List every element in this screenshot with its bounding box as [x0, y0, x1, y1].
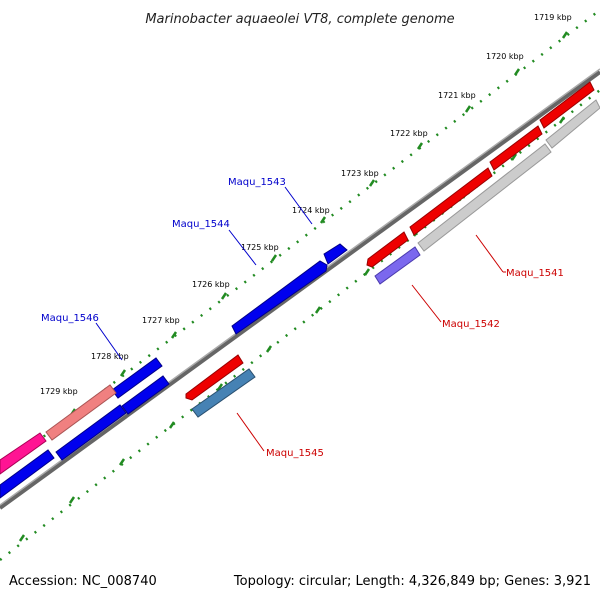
tick-label: 1729 kbp	[40, 387, 78, 396]
tick-label: 1726 kbp	[192, 280, 230, 289]
gene-callouts	[95, 186, 506, 452]
gene-label-maqu-1545[interactable]: Maqu_1545	[266, 448, 324, 459]
gene-arrow	[0, 432, 47, 475]
tick-label: 1720 kbp	[486, 52, 524, 61]
gene-arrow	[489, 125, 543, 171]
gene-arrow	[323, 243, 348, 265]
tick-labels: 1719 kbp 1720 kbp 1721 kbp 1722 kbp 1723…	[40, 13, 572, 396]
tick-label: 1719 kbp	[534, 13, 572, 22]
gene-arrow	[374, 246, 421, 285]
gene-arrow	[545, 99, 600, 149]
gene-label-maqu-1542[interactable]: Maqu_1542	[442, 319, 500, 330]
forward-strand-features	[0, 81, 595, 475]
gene-arrow	[185, 354, 244, 401]
tick-label: 1727 kbp	[142, 316, 180, 325]
tick-marks	[18, 31, 569, 453]
accession-label: Accession: NC_008740	[9, 574, 157, 589]
gene-arrow	[191, 368, 256, 418]
gene-arrow	[417, 143, 552, 252]
gene-arrow	[55, 404, 127, 461]
gene-label-maqu-1543[interactable]: Maqu_1543	[228, 177, 286, 188]
gene-arrow	[45, 384, 117, 441]
gene-arrow	[121, 375, 170, 415]
tick-label: 1728 kbp	[91, 352, 129, 361]
gene-arrow	[231, 260, 328, 335]
gene-label-maqu-1546[interactable]: Maqu_1546	[41, 313, 99, 324]
genome-stats-label: Topology: circular; Length: 4,326,849 bp…	[233, 574, 591, 589]
tick-label: 1725 kbp	[241, 243, 279, 252]
gene-arrow	[0, 449, 55, 499]
tick-label: 1723 kbp	[341, 169, 379, 178]
tick-label: 1721 kbp	[438, 91, 476, 100]
inner-tick-track	[0, 89, 600, 561]
gene-label-maqu-1544[interactable]: Maqu_1544	[172, 219, 230, 230]
gene-arrow	[366, 231, 409, 268]
gene-label-maqu-1541[interactable]: Maqu_1541	[506, 268, 564, 279]
gene-arrow	[409, 167, 493, 236]
map-title: Marinobacter aquaeolei VT8, complete gen…	[145, 12, 454, 27]
gene-arrow	[111, 357, 163, 399]
gene-labels: Maqu_1541 Maqu_1542 Maqu_1543 Maqu_1544 …	[41, 177, 564, 459]
reverse-strand-features	[0, 99, 600, 499]
gene-arrow	[539, 81, 595, 129]
tick-label: 1724 kbp	[292, 206, 330, 215]
tick-label: 1722 kbp	[390, 129, 428, 138]
